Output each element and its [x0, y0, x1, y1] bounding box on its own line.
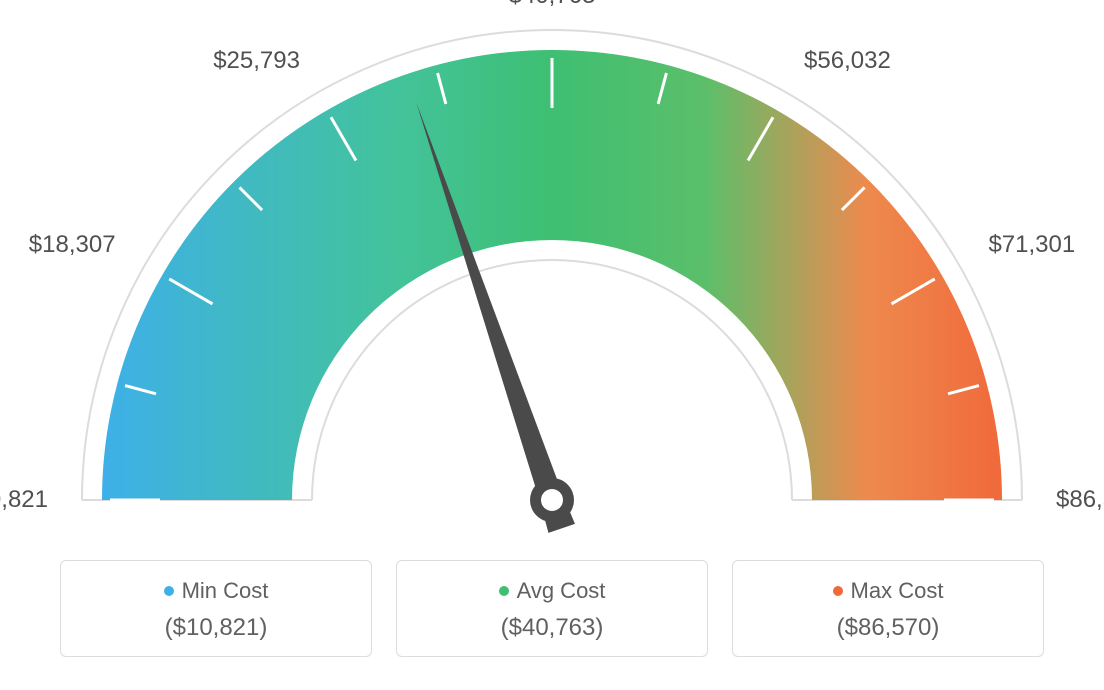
dot-icon	[164, 586, 174, 596]
scale-label: $10,821	[0, 486, 48, 514]
legend-card-max: Max Cost ($86,570)	[732, 560, 1044, 657]
legend-label: Min Cost	[182, 578, 269, 603]
legend-value-avg: ($40,763)	[407, 614, 697, 642]
legend-title-avg: Avg Cost	[407, 577, 697, 604]
scale-label: $56,032	[804, 47, 891, 75]
legend-title-min: Min Cost	[71, 577, 361, 604]
legend-row: Min Cost ($10,821) Avg Cost ($40,763) Ma…	[60, 560, 1044, 657]
legend-label: Max Cost	[851, 578, 944, 603]
scale-label: $40,763	[509, 0, 596, 10]
dot-icon	[833, 586, 843, 596]
scale-label: $71,301	[988, 231, 1075, 259]
legend-card-min: Min Cost ($10,821)	[60, 560, 372, 657]
gauge-container: $10,821 $18,307 $25,793 $40,763 $56,032 $71,3…	[0, 0, 1104, 540]
scale-label: $86,570	[1056, 486, 1104, 514]
legend-label: Avg Cost	[517, 578, 606, 603]
legend-value-max: ($86,570)	[743, 614, 1033, 642]
scale-label: $25,793	[213, 47, 300, 75]
legend-title-max: Max Cost	[743, 577, 1033, 604]
legend-value-min: ($10,821)	[71, 614, 361, 642]
scale-label: $18,307	[29, 231, 116, 259]
legend-card-avg: Avg Cost ($40,763)	[396, 560, 708, 657]
gauge-svg	[0, 0, 1104, 540]
dot-icon	[499, 586, 509, 596]
